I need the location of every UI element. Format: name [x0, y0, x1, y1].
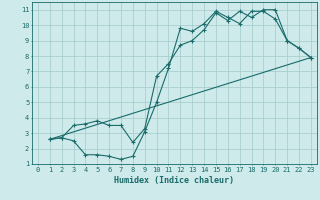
X-axis label: Humidex (Indice chaleur): Humidex (Indice chaleur) [115, 176, 234, 185]
